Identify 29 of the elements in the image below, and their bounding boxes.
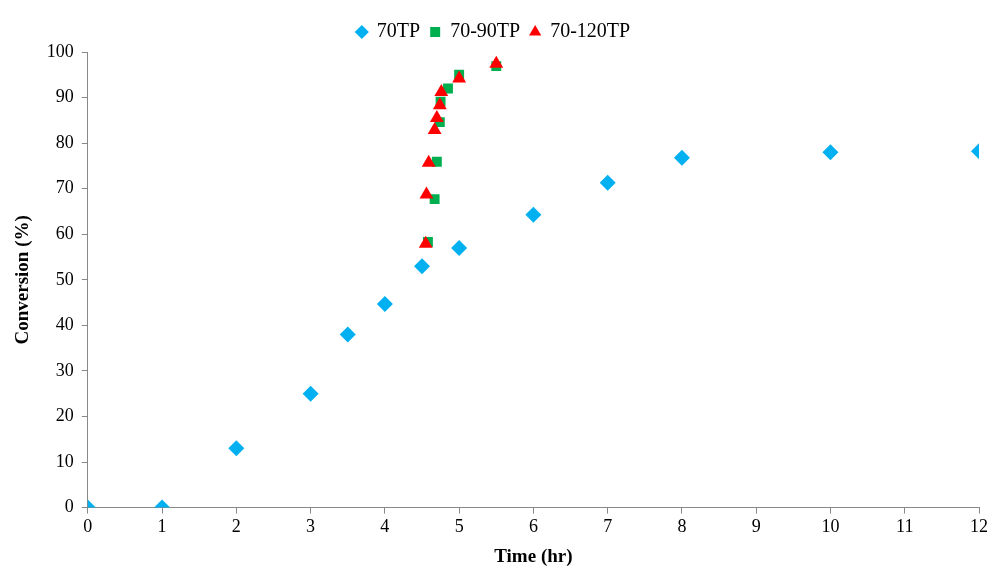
- x-tick-label: 3: [306, 516, 316, 537]
- x-tick-label: 10: [821, 516, 840, 537]
- x-tick-label: 0: [83, 516, 93, 537]
- legend-label: 70-120TP: [550, 19, 631, 42]
- y-tick-label: 0: [64, 496, 74, 517]
- y-tick-label: 40: [55, 314, 74, 335]
- x-tick-label: 5: [454, 516, 464, 537]
- y-axis-title: Conversion (%): [11, 215, 34, 345]
- legend-label: 70-90TP: [450, 19, 521, 42]
- y-tick-label: 80: [55, 131, 74, 152]
- y-tick-label: 30: [55, 359, 74, 380]
- x-tick-label: 12: [970, 516, 988, 537]
- y-tick-label: 90: [55, 86, 74, 107]
- x-tick-label: 8: [677, 516, 687, 537]
- y-tick-label: 70: [55, 177, 74, 198]
- x-tick-label: 4: [380, 516, 390, 537]
- y-tick-label: 100: [46, 40, 74, 61]
- x-tick-label: 1: [157, 516, 167, 537]
- legend-label: 70TP: [376, 19, 421, 42]
- x-tick-label: 11: [896, 516, 914, 537]
- x-tick-label: 7: [603, 516, 613, 537]
- y-tick-label: 60: [55, 222, 74, 243]
- x-tick-label: 6: [528, 516, 538, 537]
- x-tick-label: 2: [231, 516, 241, 537]
- y-tick-label: 20: [55, 405, 74, 426]
- y-tick-label: 50: [55, 268, 74, 289]
- y-tick-label: 10: [55, 450, 74, 471]
- x-tick-label: 9: [751, 516, 761, 537]
- x-axis-title: Time (hr): [494, 544, 573, 567]
